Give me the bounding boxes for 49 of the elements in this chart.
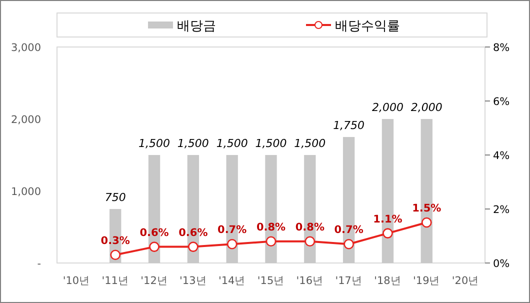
x-tick-label: '16년 (296, 275, 324, 287)
data-label: 1.1% (373, 213, 403, 226)
x-tick-label: '19년 (413, 275, 440, 287)
y-tick-label: - (37, 258, 42, 270)
data-label: 0.3% (100, 234, 130, 247)
point (188, 242, 198, 252)
x-tick-label: '14년 (218, 275, 246, 287)
x-tick-label: '13년 (180, 275, 207, 287)
legend-label: 배당수익률 (335, 19, 400, 34)
data-label: 0.7% (334, 224, 364, 236)
data-label: 2,000 (372, 101, 404, 114)
legend-label: 배당금 (177, 19, 216, 34)
y2-tick-label: 8% (493, 42, 510, 54)
y-tick-label: 2,000 (10, 114, 41, 126)
data-label: 1.5% (412, 202, 442, 214)
data-label: 1,750 (333, 119, 365, 132)
data-label: 0.8% (295, 221, 325, 234)
y2-tick-label: 0% (493, 258, 510, 270)
x-tick-label: '17년 (335, 275, 362, 287)
data-label: 1,500 (216, 137, 248, 150)
point (344, 238, 354, 250)
x-tick-label: '20년 (452, 275, 480, 287)
data-label: 1,500 (177, 137, 209, 150)
y-tick-label: 1,000 (10, 186, 41, 198)
data-label: 0.7% (218, 224, 248, 236)
y-tick-label: 3,000 (10, 42, 41, 54)
point (304, 236, 316, 247)
data-label: 0.6% (140, 226, 170, 239)
x-tick-label: '11년 (102, 275, 129, 287)
x-tick-label: '10년 (62, 275, 90, 287)
point (226, 238, 238, 250)
x-tick-label: '18년 (374, 275, 402, 287)
data-label: 1,500 (138, 137, 170, 150)
point (421, 217, 432, 228)
y2-tick-label: 4% (493, 150, 510, 162)
data-label: 1,500 (294, 137, 326, 150)
point (110, 250, 121, 260)
y2-tick-label: 6% (493, 96, 510, 108)
data-label: 0.6% (178, 226, 208, 239)
point (266, 236, 276, 247)
x-tick-label: '15년 (257, 275, 285, 287)
x-tick-label: '12년 (140, 275, 168, 287)
data-label: 750 (104, 191, 126, 204)
data-label: 0.8% (256, 221, 286, 234)
data-label: 2,000 (410, 101, 442, 114)
point (149, 242, 160, 252)
point (382, 228, 393, 238)
data-label: 1,500 (255, 137, 287, 150)
y2-tick-label: 2% (493, 204, 510, 216)
